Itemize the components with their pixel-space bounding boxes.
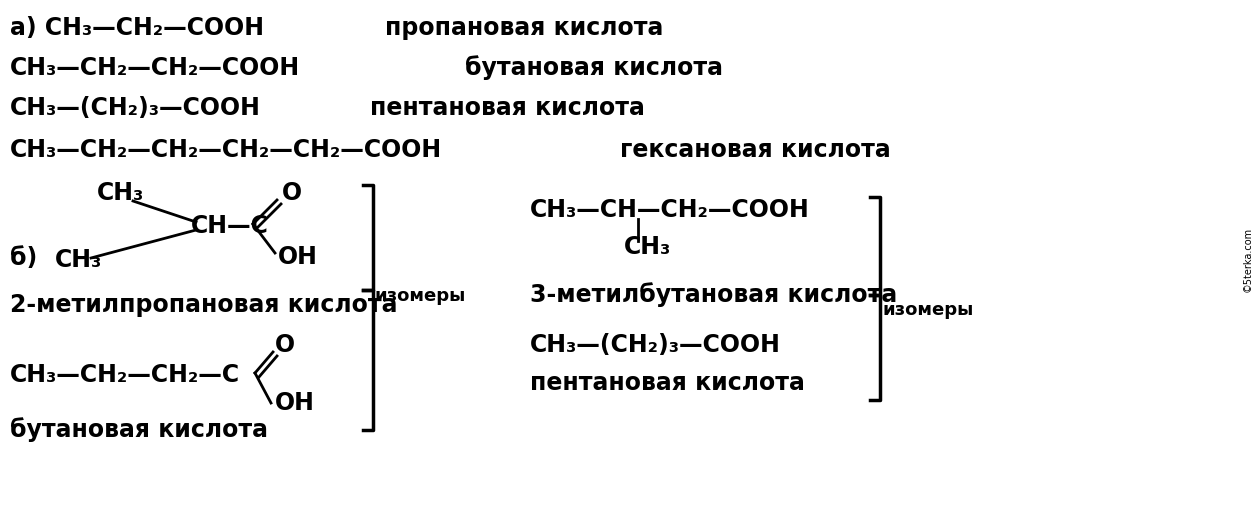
Text: CH₃—CH₂—CH₂—COOH: CH₃—CH₂—CH₂—COOH <box>10 56 300 80</box>
Text: OH: OH <box>275 391 315 415</box>
Text: а) CH₃—CH₂—COOH: а) CH₃—CH₂—COOH <box>10 16 265 40</box>
Text: CH—C: CH—C <box>192 214 268 238</box>
Text: гексановая кислота: гексановая кислота <box>620 138 891 162</box>
Text: изомеры: изомеры <box>375 287 466 305</box>
Text: O: O <box>282 181 302 205</box>
Text: пропановая кислота: пропановая кислота <box>386 16 663 40</box>
Text: CH₃: CH₃ <box>97 181 144 205</box>
Text: CH₃—CH₂—CH₂—CH₂—CH₂—COOH: CH₃—CH₂—CH₂—CH₂—CH₂—COOH <box>10 138 442 162</box>
Text: 2-метилпропановая кислота: 2-метилпропановая кислота <box>10 293 397 317</box>
Text: CH₃—(CH₂)₃—COOH: CH₃—(CH₂)₃—COOH <box>530 333 781 357</box>
Text: CH₃: CH₃ <box>624 235 672 259</box>
Text: пентановая кислота: пентановая кислота <box>530 371 805 395</box>
Text: CH₃—CH₂—CH₂—C: CH₃—CH₂—CH₂—C <box>10 363 241 387</box>
Text: 3-метилбутановая кислота: 3-метилбутановая кислота <box>530 283 897 307</box>
Text: O: O <box>275 333 295 357</box>
Text: пентановая кислота: пентановая кислота <box>370 96 645 120</box>
Text: б): б) <box>10 246 38 270</box>
Text: ©5terka.com: ©5terka.com <box>1244 226 1252 292</box>
Text: CH₃: CH₃ <box>55 248 102 272</box>
Text: CH₃—(CH₂)₃—COOH: CH₃—(CH₂)₃—COOH <box>10 96 261 120</box>
Text: OH: OH <box>278 245 318 269</box>
Text: бутановая кислота: бутановая кислота <box>465 55 723 80</box>
Text: изомеры: изомеры <box>882 301 974 319</box>
Text: CH₃—CH—CH₂—COOH: CH₃—CH—CH₂—COOH <box>530 198 810 222</box>
Text: бутановая кислота: бутановая кислота <box>10 418 268 442</box>
